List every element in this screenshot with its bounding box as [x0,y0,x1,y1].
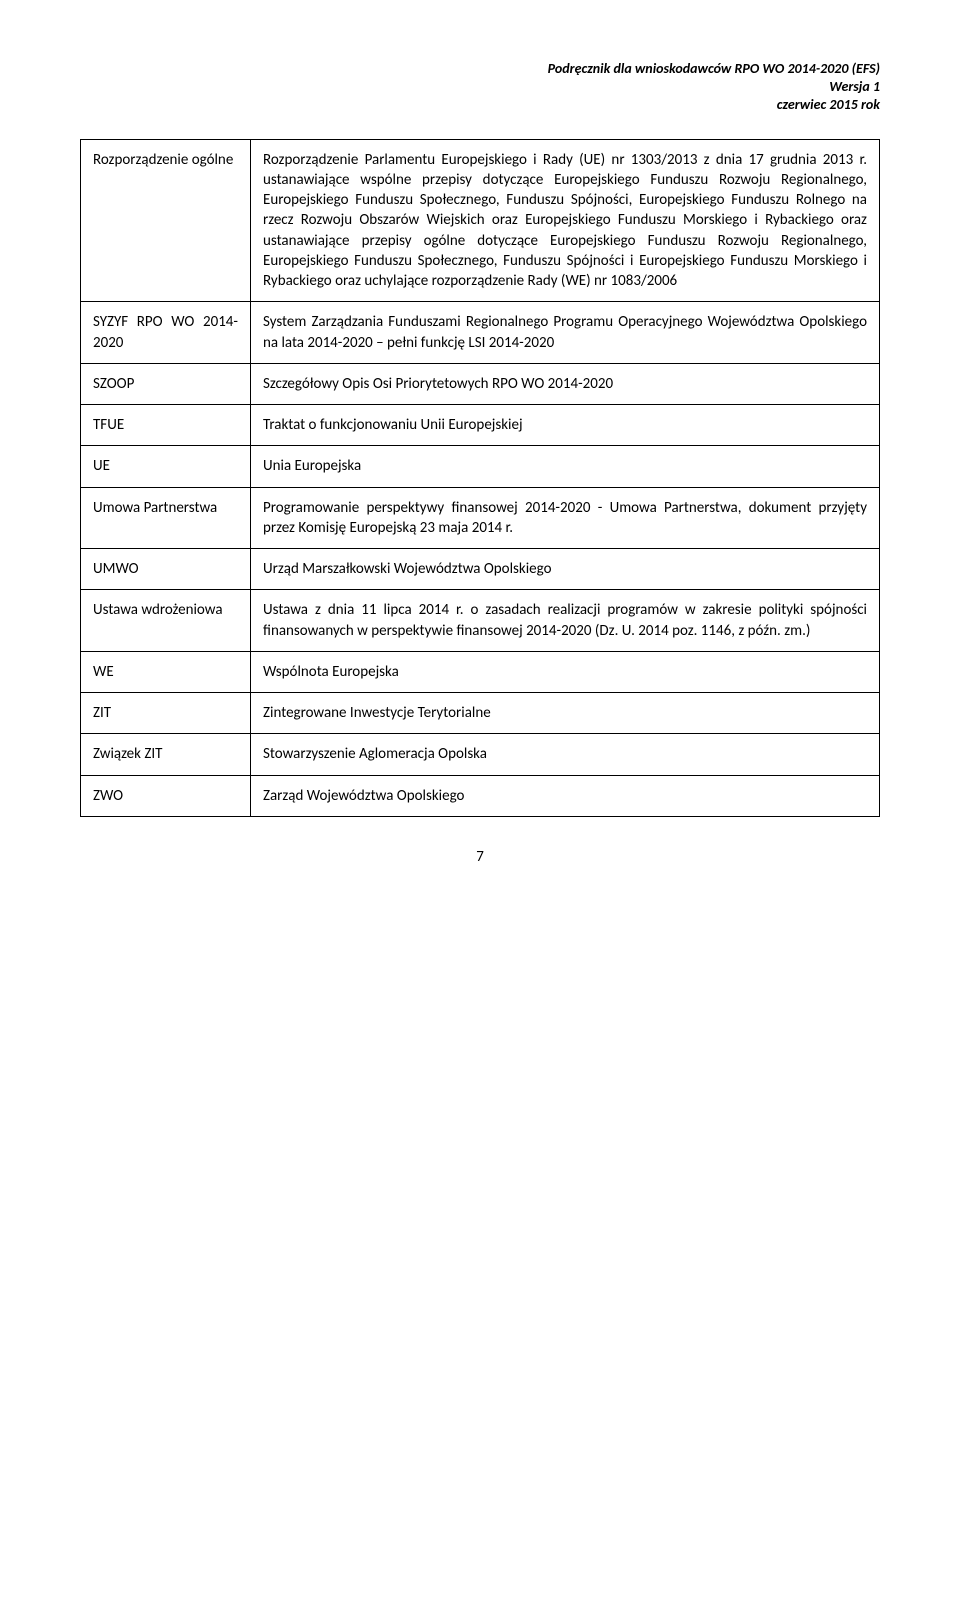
definition-cell: Zarząd Województwa Opolskiego [251,775,880,816]
definition-cell: Stowarzyszenie Aglomeracja Opolska [251,734,880,775]
term-cell: Ustawa wdrożeniowa [81,590,251,652]
term-cell: Umowa Partnerstwa [81,487,251,549]
definition-cell: Zintegrowane Inwestycje Terytorialne [251,693,880,734]
term-cell: ZWO [81,775,251,816]
table-row: ZWO Zarząd Województwa Opolskiego [81,775,880,816]
definition-cell: Szczegółowy Opis Osi Priorytetowych RPO … [251,363,880,404]
table-row: UE Unia Europejska [81,446,880,487]
table-row: Ustawa wdrożeniowa Ustawa z dnia 11 lipc… [81,590,880,652]
definitions-table: Rozporządzenie ogólne Rozporządzenie Par… [80,139,880,817]
table-row: Rozporządzenie ogólne Rozporządzenie Par… [81,139,880,302]
term-cell: Rozporządzenie ogólne [81,139,251,302]
table-row: SZOOP Szczegółowy Opis Osi Priorytetowyc… [81,363,880,404]
definition-cell: Ustawa z dnia 11 lipca 2014 r. o zasadac… [251,590,880,652]
term-cell: SZOOP [81,363,251,404]
table-row: Umowa Partnerstwa Programowanie perspekt… [81,487,880,549]
table-row: TFUE Traktat o funkcjonowaniu Unii Europ… [81,405,880,446]
table-row: WE Wspólnota Europejska [81,651,880,692]
term-cell: SYZYF RPO WO 2014-2020 [81,302,251,364]
table-row: ZIT Zintegrowane Inwestycje Terytorialne [81,693,880,734]
table-row: SYZYF RPO WO 2014-2020 System Zarządzani… [81,302,880,364]
header-line-3: czerwiec 2015 rok [80,96,880,114]
table-row: Związek ZIT Stowarzyszenie Aglomeracja O… [81,734,880,775]
definition-cell: Wspólnota Europejska [251,651,880,692]
term-cell: UE [81,446,251,487]
page-number: 7 [80,847,880,867]
term-cell: Związek ZIT [81,734,251,775]
definition-cell: Urząd Marszałkowski Województwa Opolskie… [251,549,880,590]
definition-cell: Traktat o funkcjonowaniu Unii Europejski… [251,405,880,446]
term-cell: ZIT [81,693,251,734]
header-line-2: Wersja 1 [80,78,880,96]
definition-cell: System Zarządzania Funduszami Regionalne… [251,302,880,364]
definition-cell: Rozporządzenie Parlamentu Europejskiego … [251,139,880,302]
term-cell: UMWO [81,549,251,590]
page-header: Podręcznik dla wnioskodawców RPO WO 2014… [80,60,880,115]
definition-cell: Programowanie perspektywy finansowej 201… [251,487,880,549]
header-line-1: Podręcznik dla wnioskodawców RPO WO 2014… [80,60,880,78]
page: Podręcznik dla wnioskodawców RPO WO 2014… [0,0,960,907]
table-row: UMWO Urząd Marszałkowski Województwa Opo… [81,549,880,590]
term-cell: TFUE [81,405,251,446]
definitions-body: Rozporządzenie ogólne Rozporządzenie Par… [81,139,880,816]
definition-cell: Unia Europejska [251,446,880,487]
term-cell: WE [81,651,251,692]
